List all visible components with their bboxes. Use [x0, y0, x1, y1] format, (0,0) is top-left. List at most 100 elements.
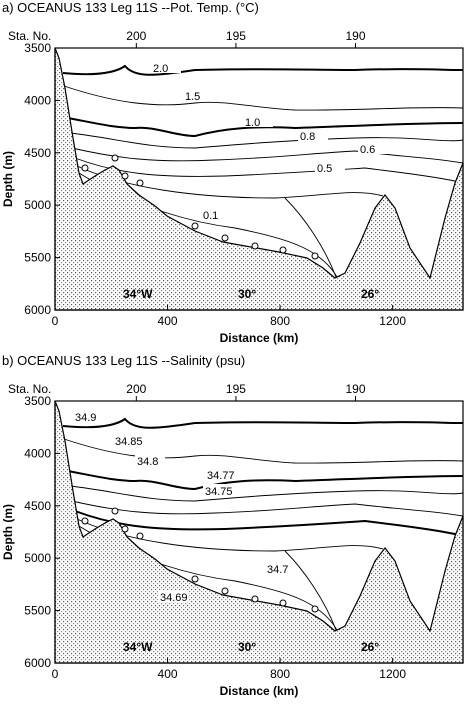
contour-label: 0.1: [203, 210, 218, 222]
plot-area: 2.0 1.5 1.0 0.8 0.6 0.5 0.1 34°W 30° 26°: [54, 47, 464, 311]
contour-label-bg: [203, 484, 233, 496]
contour-line: [67, 117, 464, 138]
station-label: 195: [226, 382, 246, 396]
contour-label-bg: [315, 161, 345, 173]
panel-title: b) OCEANUS 133 Leg 11S --Salinity (psu): [2, 353, 245, 368]
sample-point: [136, 532, 144, 540]
contour-line: [69, 485, 464, 502]
panel: b) OCEANUS 133 Leg 11S --Salinity (psu) 3…: [1, 353, 464, 698]
y-tick-label: 4000: [24, 446, 51, 460]
axes-frame: [54, 400, 464, 664]
contour-label-bg: [135, 454, 165, 466]
station-label: 195: [226, 29, 246, 43]
contour-label: 34.77: [207, 470, 235, 482]
contour-line: [74, 157, 464, 184]
contour-label-bg: [113, 434, 143, 446]
longitude-label: 26°: [361, 287, 379, 301]
sample-point: [81, 164, 89, 172]
contour-label: 0.5: [317, 163, 332, 175]
sample-point: [191, 575, 199, 583]
sample-point: [279, 246, 287, 254]
station-axis-label: Sta. No.: [8, 382, 51, 396]
station-label: 190: [345, 382, 365, 396]
panel-title: a) OCEANUS 133 Leg 11S --Pot. Temp. (°C): [2, 0, 259, 15]
contour-line: [62, 417, 464, 429]
contour-label: 1.0: [245, 117, 260, 129]
contour-label-bg: [243, 115, 273, 127]
contour-label-bg: [265, 562, 295, 574]
plot-area: 34.9 34.85 34.8 34.77 34.75 34.7 34.69 34°W 30° 2…: [54, 400, 464, 664]
contour-line: [69, 132, 464, 149]
y-tick-label: 6000: [24, 656, 51, 670]
longitude-label: 34°W: [123, 640, 153, 654]
sample-point: [121, 172, 129, 180]
sample-point: [311, 252, 319, 260]
sample-point: [191, 222, 199, 230]
y-tick-label: 5500: [24, 251, 51, 265]
y-tick-label: 6000: [24, 303, 51, 317]
sample-point: [121, 525, 129, 533]
contour-line: [71, 500, 464, 517]
contour-label: 2.0: [153, 63, 168, 75]
y-tick-label: 4500: [24, 499, 51, 513]
contour-label-bg: [183, 89, 213, 101]
x-tick-label: 0: [52, 314, 59, 328]
contour-line-unlabeled: [284, 197, 337, 278]
y-tick-label: 5000: [24, 198, 51, 212]
contour-label-bg: [201, 208, 231, 220]
contour-line: [74, 510, 464, 537]
x-axis-label: Distance (km): [220, 331, 299, 345]
sample-point: [311, 605, 319, 613]
station-label: 200: [126, 382, 146, 396]
contour-label-bg: [151, 61, 181, 73]
sample-point: [221, 587, 229, 595]
x-tick-label: 1200: [379, 667, 406, 681]
contour-label-bg: [298, 129, 328, 141]
y-tick-label: 5000: [24, 551, 51, 565]
sample-point: [111, 507, 119, 515]
x-tick-label: 800: [270, 667, 290, 681]
x-tick-label: 0: [52, 667, 59, 681]
contour-label: 34.9: [75, 412, 96, 424]
longitude-label: 34°W: [123, 287, 153, 301]
sample-point: [111, 154, 119, 162]
seafloor: [54, 47, 464, 311]
y-axis-label: Depth (m): [1, 504, 15, 560]
sample-point: [279, 599, 287, 607]
y-axis-label: Depth (m): [1, 151, 15, 207]
contour-label: 34.7: [267, 564, 288, 576]
x-tick-label: 1200: [379, 314, 406, 328]
contour-label-bg: [158, 590, 188, 602]
contour-line: [63, 438, 464, 464]
contour-label-bg: [205, 468, 235, 480]
contour-label: 34.69: [160, 592, 188, 604]
station-label: 200: [126, 29, 146, 43]
station-label: 190: [345, 29, 365, 43]
x-tick-label: 400: [158, 667, 178, 681]
longitude-label: 26°: [361, 640, 379, 654]
y-tick-label: 5500: [24, 604, 51, 618]
x-tick-label: 400: [158, 314, 178, 328]
station-axis-label: Sta. No.: [8, 29, 51, 43]
x-tick-label: 800: [270, 314, 290, 328]
contour-label-bg: [73, 410, 103, 422]
contour-line: [71, 147, 464, 164]
y-tick-label: 3500: [24, 41, 51, 55]
contour-label: 0.8: [300, 131, 315, 143]
contour-line: [63, 85, 464, 111]
contour-label: 34.75: [205, 486, 233, 498]
y-tick-label: 3500: [24, 394, 51, 408]
sample-point: [136, 179, 144, 187]
y-tick-label: 4000: [24, 93, 51, 107]
y-tick-label: 4500: [24, 146, 51, 160]
contour-label: 34.85: [115, 436, 143, 448]
contour-label-bg: [358, 142, 388, 154]
sample-point: [81, 517, 89, 525]
contour-label: 0.6: [360, 144, 375, 156]
panel: a) OCEANUS 133 Leg 11S --Pot. Temp. (°C)…: [1, 0, 464, 345]
seafloor: [54, 400, 464, 664]
longitude-label: 30°: [238, 287, 256, 301]
longitude-label: 30°: [238, 640, 256, 654]
contour-line: [62, 64, 464, 76]
